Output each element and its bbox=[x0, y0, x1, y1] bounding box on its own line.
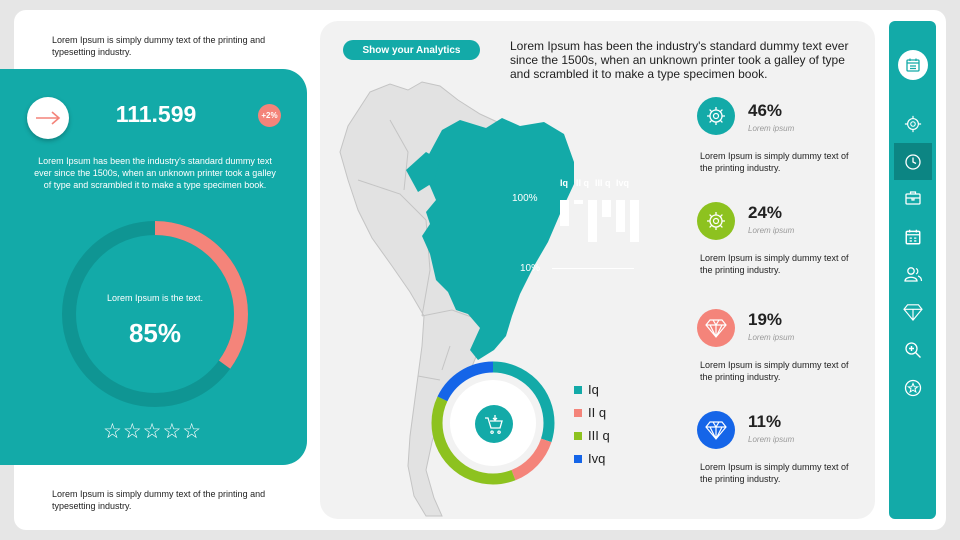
map-bar bbox=[574, 200, 583, 205]
legend-item-iiiq: III q bbox=[574, 428, 610, 443]
top-note: Lorem Ipsum is simply dummy text of the … bbox=[52, 35, 266, 57]
map-bar-axis bbox=[552, 268, 634, 269]
sidebar-item-diamond[interactable] bbox=[903, 302, 923, 322]
stat-percent: 46% bbox=[748, 101, 783, 120]
star-icon bbox=[904, 379, 922, 397]
diamond-icon bbox=[705, 421, 727, 440]
arrow-button[interactable] bbox=[27, 97, 69, 139]
summary-description: Lorem Ipsum has been the industry's stan… bbox=[34, 156, 276, 190]
stat-description: Lorem Ipsum is simply dummy text of the … bbox=[700, 151, 849, 173]
legend-label: II q bbox=[588, 405, 607, 420]
legend-swatch bbox=[574, 385, 582, 394]
briefcase-icon bbox=[905, 191, 921, 205]
sidebar-item-clock[interactable] bbox=[903, 152, 923, 172]
gear-icon bbox=[904, 115, 922, 133]
map-bar bbox=[560, 200, 569, 227]
map-quarter-label: Ivq bbox=[616, 178, 630, 188]
arrow-right-icon bbox=[36, 111, 61, 125]
donut-value: 85% bbox=[128, 318, 182, 348]
sidebar bbox=[889, 21, 936, 519]
legend-swatch bbox=[574, 454, 582, 463]
stat-percent: 11% bbox=[748, 412, 782, 431]
map-quarter-label: III q bbox=[595, 178, 611, 188]
map-quarter-label: II q bbox=[576, 178, 589, 188]
ring-segment bbox=[431, 361, 555, 485]
stat-badge bbox=[697, 97, 735, 135]
brazil-region bbox=[422, 118, 574, 360]
stat-description: Lorem Ipsum is simply dummy text of the … bbox=[700, 462, 849, 484]
cart-button[interactable] bbox=[475, 405, 513, 443]
calendar-icon bbox=[906, 58, 920, 72]
map-bar bbox=[630, 200, 639, 242]
legend-label: Iq bbox=[588, 382, 599, 397]
sidebar-top-button[interactable] bbox=[898, 50, 928, 80]
total-value: 111.599 bbox=[115, 101, 197, 127]
stat-badge bbox=[697, 202, 735, 240]
map-pct-high: 100% bbox=[512, 193, 538, 204]
sidebar-item-briefcase[interactable] bbox=[903, 188, 923, 208]
stat-badge bbox=[697, 411, 735, 449]
cart-icon bbox=[485, 415, 503, 434]
stat-subtitle: Lorem ipsum bbox=[748, 333, 795, 342]
stat-description: Lorem Ipsum is simply dummy text of the … bbox=[700, 253, 849, 275]
donut-label: Lorem Ipsum is the text. bbox=[106, 293, 204, 303]
sidebar-item-settings[interactable] bbox=[903, 114, 923, 134]
sidebar-item-users[interactable] bbox=[903, 264, 923, 284]
zoom-icon bbox=[905, 342, 921, 358]
legend-swatch bbox=[574, 408, 582, 417]
map-pct-low: 10% bbox=[520, 263, 541, 274]
brazil-northeast bbox=[406, 152, 440, 192]
legend-label: Ivq bbox=[588, 451, 606, 466]
stat-percent: 24% bbox=[748, 203, 783, 222]
donut-arc bbox=[62, 221, 248, 407]
progress-donut bbox=[62, 221, 248, 407]
map-bar bbox=[616, 200, 625, 232]
star-rating[interactable]: ☆☆☆☆☆ bbox=[103, 420, 203, 443]
map-quarter-label: Iq bbox=[560, 178, 568, 188]
map-bar bbox=[602, 200, 611, 218]
gear-icon bbox=[707, 212, 725, 230]
legend-item-iq: Iq bbox=[574, 382, 599, 397]
clock-icon bbox=[905, 154, 921, 170]
diamond-icon bbox=[705, 319, 727, 338]
ring-segment bbox=[431, 361, 555, 485]
stat-percent: 19% bbox=[748, 310, 783, 329]
bottom-note: Lorem Ipsum is simply dummy text of the … bbox=[52, 489, 266, 511]
gear-icon bbox=[707, 107, 725, 125]
stat-description: Lorem Ipsum is simply dummy text of the … bbox=[700, 360, 849, 382]
sidebar-item-calendar[interactable] bbox=[903, 227, 923, 247]
sidebar-item-star[interactable] bbox=[903, 378, 923, 398]
sidebar-item-zoom[interactable] bbox=[903, 340, 923, 360]
stat-subtitle: Lorem ipsum bbox=[748, 435, 795, 444]
change-badge: +2% bbox=[258, 104, 281, 127]
legend-swatch bbox=[574, 431, 582, 440]
legend-item-ivq: Ivq bbox=[574, 451, 605, 466]
legend-label: III q bbox=[588, 428, 610, 443]
country-borders bbox=[357, 119, 481, 381]
show-analytics-button[interactable]: Show your Analytics bbox=[343, 40, 480, 60]
users-icon bbox=[904, 267, 923, 282]
calendar-icon bbox=[905, 229, 921, 245]
stat-badge bbox=[697, 309, 735, 347]
legend-item-iiq: II q bbox=[574, 405, 606, 420]
analytics-description: Lorem Ipsum has been the industry's stan… bbox=[510, 39, 849, 81]
map-bar bbox=[588, 200, 597, 242]
stat-subtitle: Lorem ipsum bbox=[748, 226, 795, 235]
diamond-icon bbox=[903, 304, 923, 321]
stat-subtitle: Lorem ipsum bbox=[748, 124, 795, 133]
